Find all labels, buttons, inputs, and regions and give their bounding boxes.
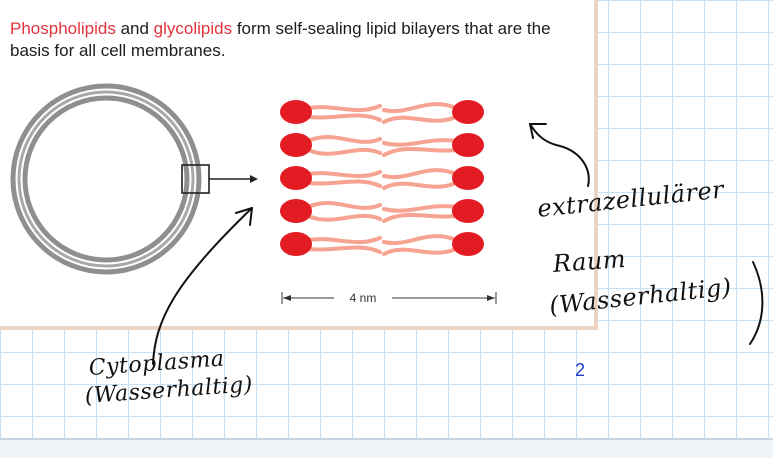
lipid-headgroup	[280, 100, 312, 124]
caption-rest: form self-sealing lipid bilayers that ar…	[10, 19, 551, 60]
term-phospholipids: Phospholipids	[10, 19, 116, 38]
annotation-raum: Raum	[552, 244, 627, 278]
scale-label: 4 nm	[350, 291, 377, 305]
annotation-bracket	[749, 261, 764, 345]
lipid-tail	[382, 212, 458, 223]
lipid-tail	[382, 115, 458, 124]
lipid-tail	[306, 170, 382, 179]
caption-and: and	[115, 19, 154, 38]
lipid-tail	[382, 181, 458, 190]
lipid-tail	[382, 204, 458, 213]
lipid-headgroup	[452, 133, 484, 157]
lipid-headgroup	[280, 232, 312, 256]
lipid-tail	[382, 168, 458, 180]
lipid-bilayer	[280, 100, 484, 256]
lipid-tail	[306, 135, 382, 144]
lipid-headgroup	[452, 100, 484, 124]
lipid-tail	[306, 147, 382, 156]
lipid-headgroup	[280, 133, 312, 157]
lipid-tail	[306, 213, 382, 222]
lipid-headgroup	[452, 199, 484, 223]
page-number: 2	[575, 360, 586, 380]
lipid-tail	[306, 179, 382, 188]
lipid-tail	[306, 201, 382, 210]
lipid-tail	[306, 104, 382, 113]
lipid-tail	[382, 146, 458, 157]
cytoplasm-arrow	[152, 207, 253, 365]
lipid-tail	[382, 247, 458, 256]
lipid-tail	[306, 113, 382, 122]
scale-bar	[281, 292, 497, 304]
lipid-tail	[306, 236, 382, 245]
lipid-headgroup	[452, 232, 484, 256]
term-glycolipids: glycolipids	[153, 19, 233, 38]
vesicle	[10, 83, 202, 275]
extracellular-arrow	[529, 123, 590, 187]
lipid-tail	[382, 102, 458, 114]
lipid-tail	[382, 138, 458, 147]
lipid-headgroup	[280, 166, 312, 190]
next-page-edge	[0, 438, 773, 458]
zoom-arrow	[209, 175, 258, 183]
lipid-tail	[306, 245, 382, 254]
slide-content: Phospholipids and glycolipids form self-…	[0, 0, 598, 330]
caption-text: Phospholipids and glycolipids form self-…	[10, 18, 570, 62]
lipid-headgroup	[452, 166, 484, 190]
lipid-tail	[382, 234, 458, 246]
lipid-headgroup	[280, 199, 312, 223]
